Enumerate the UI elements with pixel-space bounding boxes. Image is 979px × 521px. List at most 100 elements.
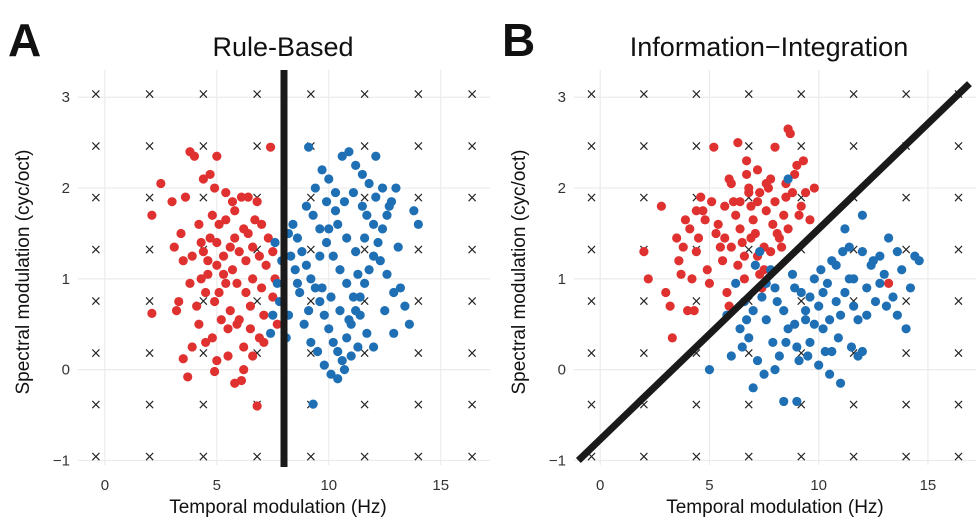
grid-marker: × [359,242,371,258]
data-point-red [761,178,771,189]
grid-marker: × [795,87,807,103]
data-point-red [766,247,776,257]
grid-marker: × [359,397,371,413]
grid-marker: × [743,242,755,258]
data-point-red [212,151,222,161]
grid-marker: × [466,190,478,206]
grid-marker: × [359,138,371,154]
data-point-blue [346,351,356,361]
data-point-red [728,197,739,207]
grid-marker: × [305,345,317,361]
data-point-red [790,169,800,180]
data-point-blue [395,283,406,293]
data-point-red [245,324,256,334]
data-point-blue [377,183,388,193]
data-point-red [209,183,220,193]
data-point-red [214,287,224,298]
data-point-blue [382,269,392,279]
data-point-blue [870,296,881,307]
grid-marker: × [251,242,263,258]
data-point-red [689,306,699,316]
data-point-blue [884,233,894,243]
grid-marker: × [412,294,424,310]
data-point-blue [840,224,850,234]
data-point-blue [324,174,334,184]
data-point-red [239,365,249,375]
x-tick-label: 10 [320,477,337,494]
data-point-blue [308,210,318,220]
data-point-red [667,333,677,343]
data-point-red [252,197,262,207]
data-point-blue [371,192,381,202]
data-point-blue [270,237,280,248]
data-point-blue [304,306,314,316]
data-point-red [739,251,750,261]
grid-marker: × [953,345,965,361]
data-point-red [223,324,233,334]
grid-marker: × [900,190,912,206]
data-point-blue [301,260,311,270]
grid-marker: × [795,449,807,465]
data-point-red [735,197,745,207]
data-point-blue [875,251,885,261]
data-point-red [809,183,819,193]
grid-marker: × [900,294,912,310]
data-point-blue [326,292,336,302]
grid-marker: × [251,294,263,310]
data-point-red [201,287,211,298]
grid-marker: × [743,345,755,361]
data-point-red [178,256,188,266]
data-point-red [180,192,191,202]
y-tick-label: 0 [558,362,566,379]
data-point-blue [268,310,278,320]
y-tick-label: 3 [558,89,566,106]
data-point-blue [805,292,815,302]
data-point-red [748,215,758,225]
data-point-blue [901,324,911,334]
data-point-red [759,265,769,275]
data-point-red [720,233,730,243]
grid-marker: × [305,87,317,103]
data-point-blue [337,151,347,161]
data-point-blue [342,333,352,343]
data-point-blue [324,324,334,334]
grid-marker: × [144,242,156,258]
data-point-blue [779,396,789,407]
grid-marker: × [198,294,210,310]
data-point-blue [286,251,296,261]
data-point-blue [315,251,325,261]
data-point-blue [818,287,828,298]
data-point-red [680,215,691,225]
data-point-red [205,233,215,243]
grid-marker: × [586,449,598,465]
data-point-blue [342,233,352,243]
data-point-red [203,256,213,266]
grid-marker: × [953,138,965,154]
data-points [147,142,423,411]
grid-marker: × [795,345,807,361]
data-point-blue [413,219,423,229]
data-point-red [268,247,278,257]
x-axis-title-a: Temporal modulation (Hz) [169,497,387,518]
data-point-blue [400,301,410,311]
grid-marker: × [466,345,478,361]
grid-marker: × [305,242,317,258]
data-point-blue [879,269,889,279]
data-point-red [218,251,229,261]
grid-marker: × [953,449,965,465]
data-point-blue [333,374,343,384]
panel-rule-based: × × × × × × × × × × × × × × × × × × × × × × × × × × × × × × × × × × × × × × × ×… [8,14,490,518]
data-point-blue [389,328,399,338]
x-tick-label: 0 [101,477,109,494]
data-point-blue [333,346,343,357]
data-point-red [722,287,732,298]
grid-marker: × [638,294,650,310]
data-point-blue [849,301,859,311]
data-point-red [770,142,780,152]
data-point-red [156,178,166,189]
data-point-red [639,247,649,257]
data-point-red [700,215,710,225]
data-point-blue [393,242,403,252]
data-point-blue [783,324,793,334]
grid-marker: × [412,138,424,154]
